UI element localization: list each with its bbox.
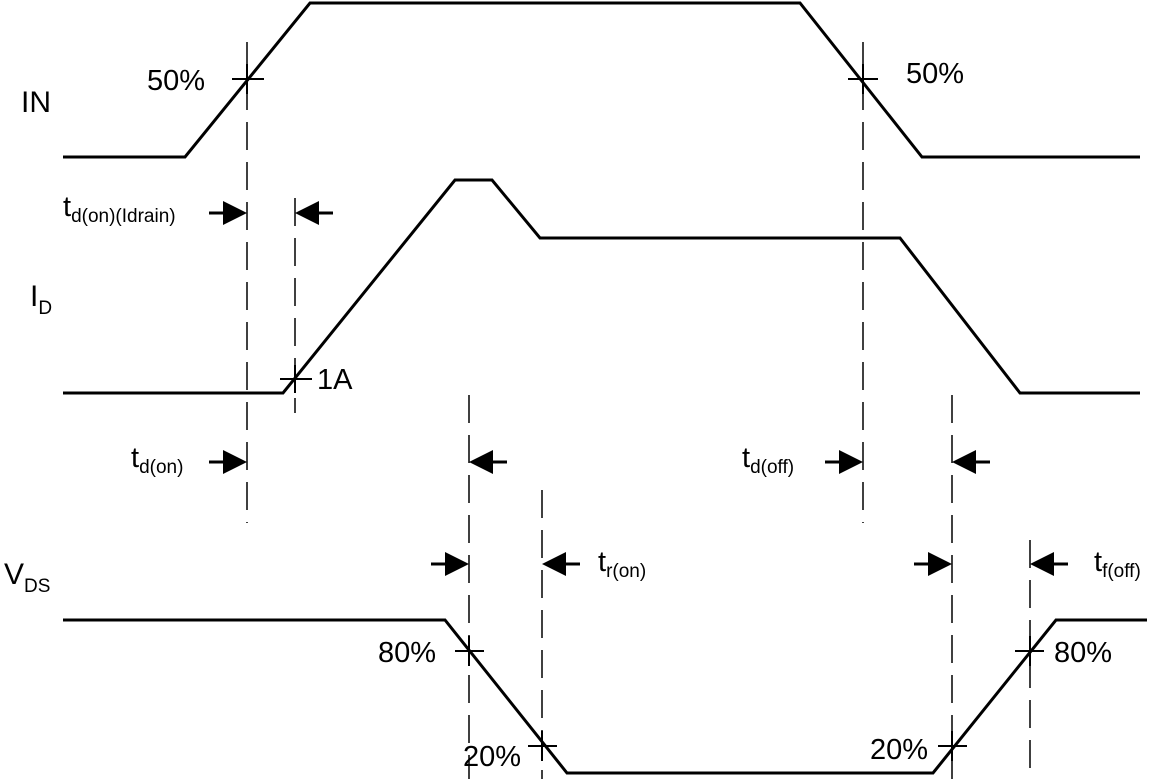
td-off-label: td(off) — [742, 442, 794, 478]
tf-off-arrow-left — [1028, 550, 1070, 578]
id-1a-marker — [280, 365, 312, 393]
td-off-label-main: t — [742, 442, 750, 474]
vds-fall-80-label: 80% — [378, 637, 436, 669]
signal-label-vds: VDS — [4, 558, 50, 597]
td-on-idrain-arrow-right — [207, 199, 249, 227]
td-on-label: td(on) — [131, 442, 183, 478]
in-waveform — [63, 1, 1140, 159]
tf-off-label-sub: f(off) — [1102, 561, 1141, 582]
vds-rise-20-marker — [938, 731, 967, 761]
tr-on-arrow-left — [540, 550, 582, 578]
tf-off-arrow-right — [912, 550, 954, 578]
tr-on-arrow-right — [429, 550, 471, 578]
signal-label-vds-sub: DS — [24, 576, 50, 597]
vds-rise-20-label: 20% — [870, 734, 928, 766]
tr-on-label: tr(on) — [598, 546, 646, 582]
td-on-label-sub: d(on) — [139, 457, 183, 478]
td-off-arrow-right — [823, 448, 865, 476]
tr-on-label-sub: r(on) — [606, 561, 646, 582]
td-on-arrow-right — [207, 448, 249, 476]
vds-fall-80-marker — [455, 636, 484, 666]
in-rise-50-label: 50% — [147, 65, 205, 97]
vds-fall-20-label: 20% — [463, 741, 521, 773]
vds-rise-80-marker — [1015, 636, 1044, 666]
td-on-arrow-left — [467, 448, 509, 476]
td-off-label-sub: d(off) — [750, 457, 794, 478]
signal-label-id: ID — [30, 280, 52, 319]
vds-rise-80-label: 80% — [1054, 637, 1112, 669]
tr-on-label-main: t — [598, 546, 606, 578]
signal-label-id-sub: D — [38, 298, 52, 319]
td-on-idrain-label-main: t — [63, 191, 71, 223]
in-fall-50-marker — [848, 64, 878, 94]
td-off-arrow-left — [950, 448, 992, 476]
id-1a-label: 1A — [317, 364, 353, 396]
tf-off-label: tf(off) — [1094, 546, 1141, 582]
vds-fall-20-marker — [528, 731, 557, 761]
td-on-idrain-label-sub: d(on)(Idrain) — [71, 206, 176, 227]
td-on-label-main: t — [131, 442, 139, 474]
td-on-idrain-label: td(on)(Idrain) — [63, 191, 176, 227]
signal-label-id-main: I — [30, 280, 38, 313]
vds-waveform — [63, 618, 1147, 775]
in-fall-50-label: 50% — [906, 58, 964, 90]
id-waveform — [63, 178, 1140, 395]
td-on-idrain-arrow-left — [293, 199, 335, 227]
in-rise-50-marker — [232, 64, 264, 94]
tf-off-label-main: t — [1094, 546, 1102, 578]
signal-label-vds-main: V — [4, 558, 24, 591]
signal-label-in: IN — [21, 86, 51, 119]
